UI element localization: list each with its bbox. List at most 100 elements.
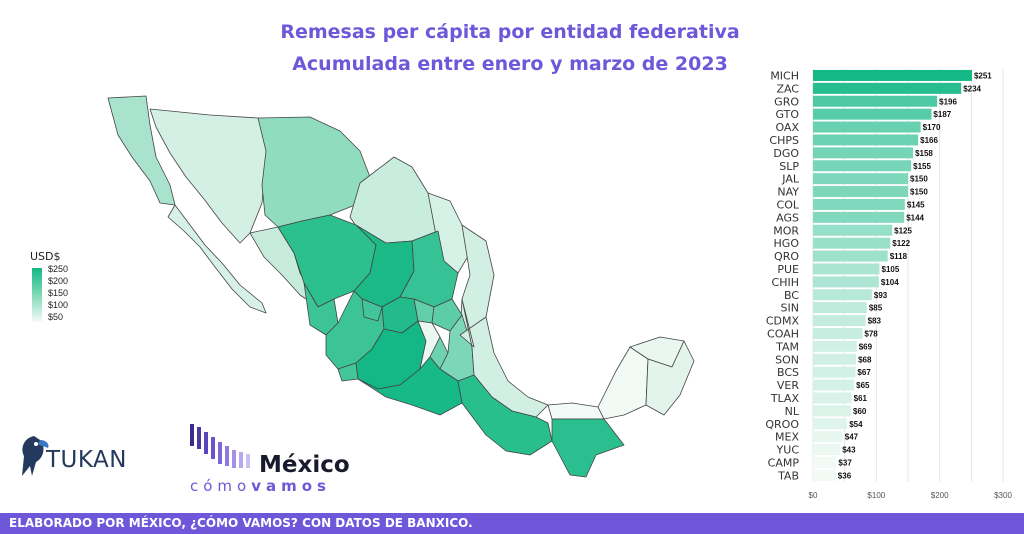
footer-source: ELABORADO POR MÉXICO, ¿CÓMO VAMOS? CON D… xyxy=(0,513,1024,534)
category-label: MEX xyxy=(775,431,799,444)
data-label: $251 xyxy=(974,71,992,80)
category-label: GTO xyxy=(775,108,799,121)
data-label: $125 xyxy=(894,226,912,235)
bar-gto xyxy=(813,108,932,120)
bar-ver xyxy=(813,379,855,391)
bar-mor xyxy=(813,224,893,236)
mexico-choropleth-map xyxy=(107,95,695,478)
data-label: $105 xyxy=(882,265,900,274)
category-label: QRO xyxy=(774,250,799,263)
bar-tab xyxy=(813,469,836,481)
mexico-como-vamos-logo-subtext: cómovamos xyxy=(190,477,331,495)
x-tick-label: $100 xyxy=(867,491,885,500)
category-label: PUE xyxy=(777,263,799,276)
category-label: TLAX xyxy=(770,392,800,405)
category-label: CHIH xyxy=(772,276,799,289)
bar-qroo xyxy=(813,418,848,430)
bar-mich xyxy=(813,69,972,81)
bar-hgo xyxy=(813,237,891,249)
bar-oax xyxy=(813,121,921,133)
category-label: COL xyxy=(777,198,800,211)
category-label: QROO xyxy=(765,418,799,431)
legend-title: USD$ xyxy=(30,250,61,263)
bar-slp xyxy=(813,160,912,172)
chart-title-line2: Acumulada entre enero y marzo de 2023 xyxy=(292,53,728,75)
legend-gradient xyxy=(32,268,42,322)
category-label: TAB xyxy=(777,469,799,482)
legend-tick: $100 xyxy=(48,300,69,310)
bar-chart: MICH $251 ZAC $234 GRO $196 GTO $187 OAX $170 CHPS… xyxy=(765,69,1012,500)
logo-sub-vamos: vamos xyxy=(251,477,331,495)
bar-cdmx xyxy=(813,315,866,327)
category-label: MICH xyxy=(770,69,799,82)
category-label: CDMX xyxy=(766,315,800,328)
category-label: SON xyxy=(775,353,799,366)
data-label: $78 xyxy=(864,329,878,338)
data-label: $122 xyxy=(892,239,910,248)
bar-zac xyxy=(813,82,962,94)
category-label: SLP xyxy=(779,160,799,173)
data-label: $145 xyxy=(907,200,925,209)
category-label: OAX xyxy=(775,121,799,134)
x-tick-label: $200 xyxy=(931,491,949,500)
bar-chps xyxy=(813,134,919,146)
map-state-ags xyxy=(361,298,383,322)
data-label: $65 xyxy=(856,381,870,390)
bar-pue xyxy=(813,263,880,275)
bar-col xyxy=(813,198,905,210)
data-label: $60 xyxy=(853,407,867,416)
data-label: $144 xyxy=(906,213,924,222)
map-state-son xyxy=(149,108,269,244)
data-label: $196 xyxy=(939,97,957,106)
bar-son xyxy=(813,353,857,365)
data-label: $37 xyxy=(838,458,852,467)
bar-jal xyxy=(813,173,908,185)
data-label: $150 xyxy=(910,188,928,197)
map-state-tab xyxy=(547,402,605,420)
category-label: DGO xyxy=(773,147,799,160)
category-label: COAH xyxy=(767,327,799,340)
legend-tick: $150 xyxy=(48,288,69,298)
bar-dgo xyxy=(813,147,914,159)
bar-ags xyxy=(813,211,905,223)
data-label: $104 xyxy=(881,278,899,287)
data-label: $166 xyxy=(920,136,938,145)
bar-nay xyxy=(813,186,908,198)
bar-camp xyxy=(813,456,837,468)
category-label: MOR xyxy=(773,224,799,237)
category-label: YUC xyxy=(776,444,800,457)
data-label: $36 xyxy=(838,471,852,480)
bar-chih xyxy=(813,276,879,288)
category-label: CHPS xyxy=(769,134,799,147)
map-state-oax xyxy=(457,374,553,456)
data-label: $158 xyxy=(915,149,933,158)
category-label: GRO xyxy=(774,95,799,108)
category-label: AGS xyxy=(776,211,799,224)
map-state-bcs xyxy=(167,204,267,314)
logo-sub-como: cómo xyxy=(190,477,252,495)
bar-mex xyxy=(813,431,843,443)
data-label: $150 xyxy=(910,175,928,184)
map-state-gro xyxy=(357,356,463,416)
data-label: $67 xyxy=(857,368,871,377)
bar-tlax xyxy=(813,392,852,404)
data-label: $47 xyxy=(845,433,859,442)
data-label: $234 xyxy=(963,84,981,93)
bar-bc xyxy=(813,289,872,301)
data-label: $155 xyxy=(913,162,931,171)
tukan-bird-icon xyxy=(22,436,49,476)
data-label: $61 xyxy=(854,394,868,403)
data-label: $118 xyxy=(890,252,908,261)
category-label: NAY xyxy=(777,186,799,199)
legend-tick: $50 xyxy=(48,312,64,322)
category-label: SIN xyxy=(781,302,799,315)
category-label: NL xyxy=(785,405,800,418)
legend-tick: $200 xyxy=(48,276,69,286)
bar-yuc xyxy=(813,444,841,456)
tukan-logo-text: TUKAN xyxy=(46,447,128,473)
mexico-como-vamos-bars-icon xyxy=(190,424,250,468)
data-label: $54 xyxy=(849,420,863,429)
bar-coah xyxy=(813,327,863,339)
data-label: $69 xyxy=(859,342,873,351)
data-label: $170 xyxy=(923,123,941,132)
